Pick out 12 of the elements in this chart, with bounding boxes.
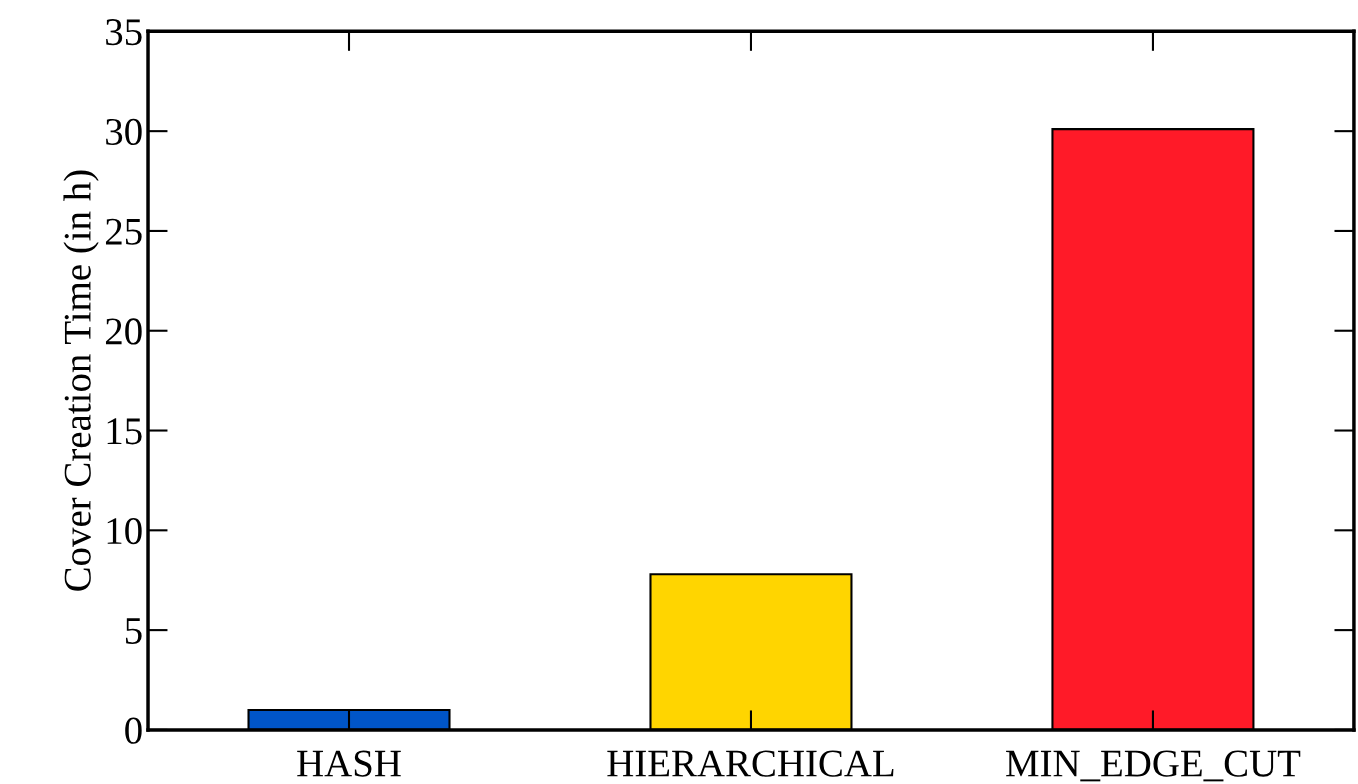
y-tick-label: 10 bbox=[107, 517, 142, 545]
y-tick-label: 5 bbox=[125, 618, 142, 644]
x-tick-label: HIERARCHICAL bbox=[607, 750, 894, 777]
y-axis-title: Cover Creation Time (in h) bbox=[63, 170, 99, 591]
y-tick-label: 30 bbox=[106, 118, 142, 146]
y-tick-label: 25 bbox=[105, 218, 142, 245]
y-tick-label: 35 bbox=[106, 19, 142, 46]
x-tick-label: MIN_EDGE_CUT bbox=[1006, 750, 1301, 782]
y-tick-label: 0 bbox=[125, 717, 142, 744]
y-tick-label: 15 bbox=[107, 418, 142, 445]
x-tick-label: HASH bbox=[297, 750, 401, 777]
y-tick-label: 20 bbox=[105, 318, 142, 345]
